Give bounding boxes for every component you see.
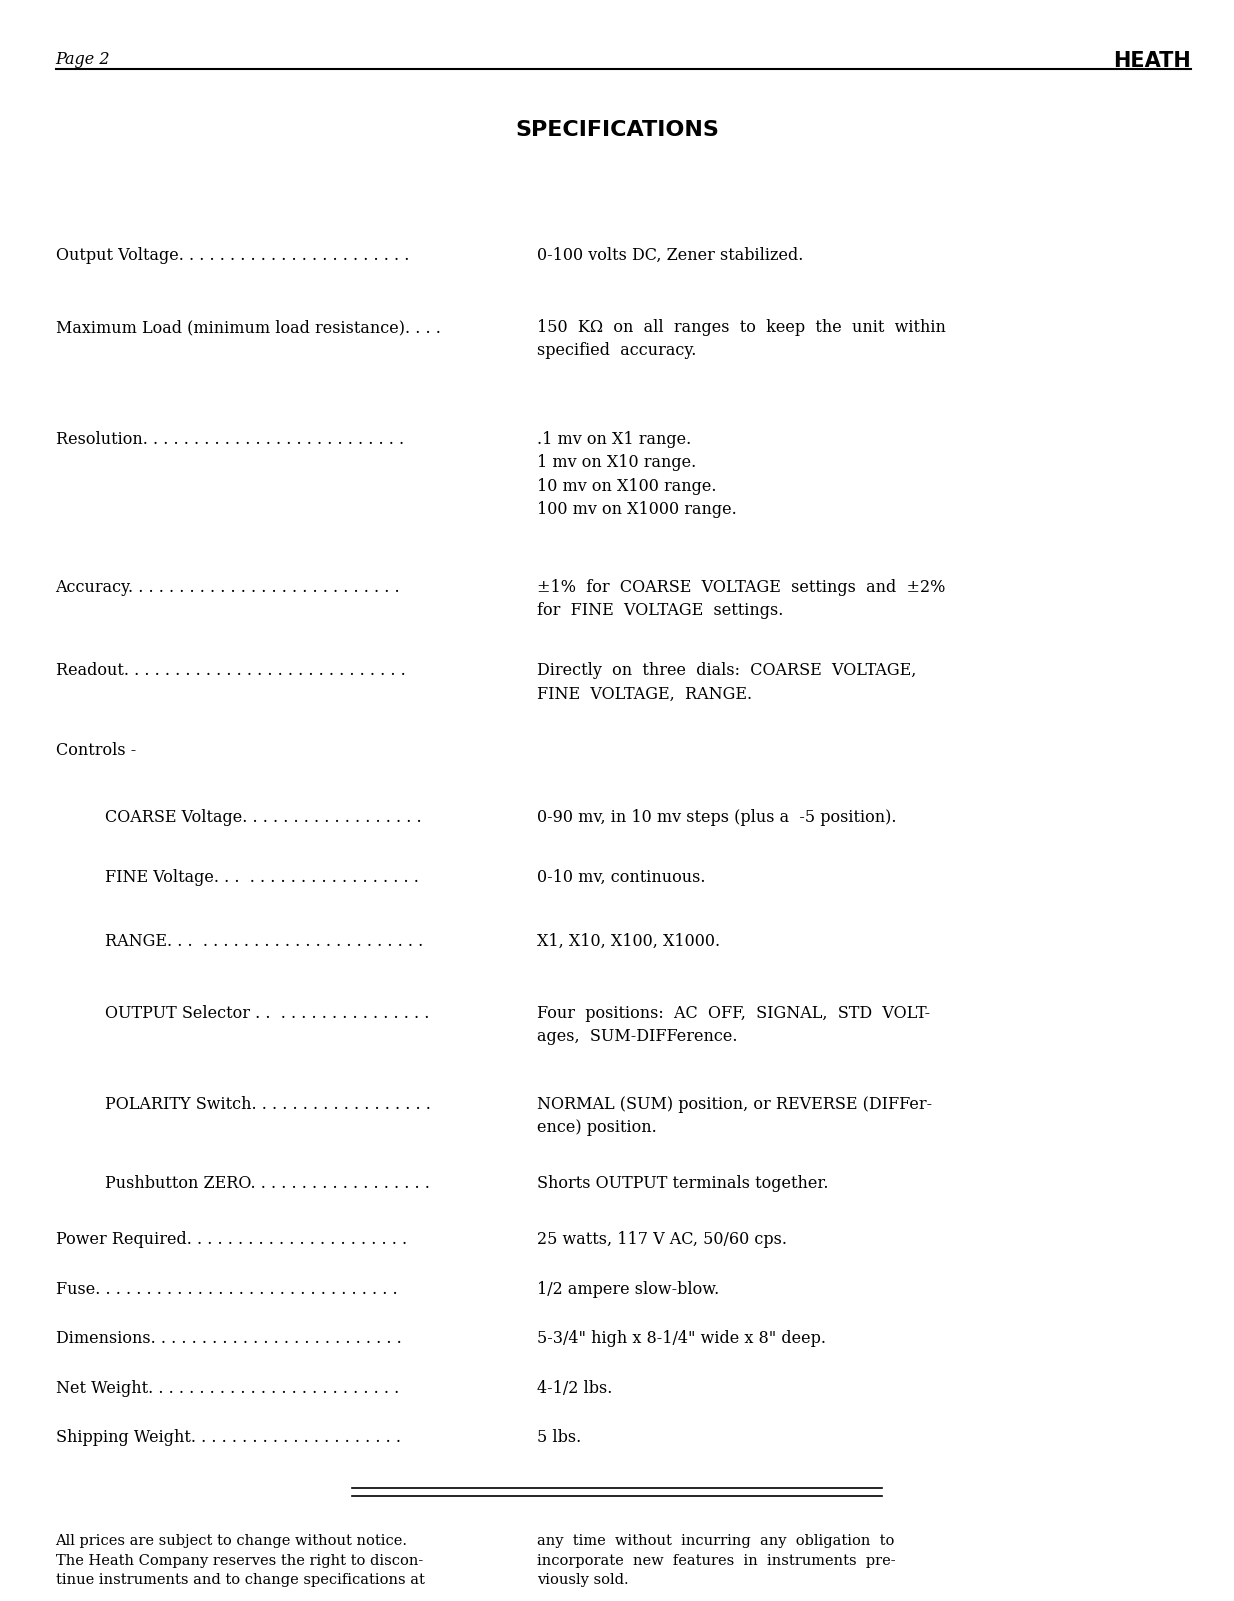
Text: .1 mv on X1 range.
1 mv on X10 range.
10 mv on X100 range.
100 mv on X1000 range: .1 mv on X1 range. 1 mv on X10 range. 10… (537, 431, 737, 519)
Text: SPECIFICATIONS: SPECIFICATIONS (515, 120, 719, 139)
Text: ±1%  for  COARSE  VOLTAGE  settings  and  ±2%
for  FINE  VOLTAGE  settings.: ±1% for COARSE VOLTAGE settings and ±2% … (537, 580, 945, 620)
Text: 150  KΩ  on  all  ranges  to  keep  the  unit  within
specified  accuracy.: 150 KΩ on all ranges to keep the unit wi… (537, 319, 945, 360)
Text: COARSE Voltage. . . . . . . . . . . . . . . . . .: COARSE Voltage. . . . . . . . . . . . . … (105, 809, 422, 826)
Text: HEATH: HEATH (1113, 51, 1191, 70)
Text: X1, X10, X100, X1000.: X1, X10, X100, X1000. (537, 933, 719, 949)
Text: Output Voltage. . . . . . . . . . . . . . . . . . . . . . .: Output Voltage. . . . . . . . . . . . . … (56, 247, 408, 264)
Text: Power Required. . . . . . . . . . . . . . . . . . . . . .: Power Required. . . . . . . . . . . . . … (56, 1231, 407, 1249)
Text: Net Weight. . . . . . . . . . . . . . . . . . . . . . . . .: Net Weight. . . . . . . . . . . . . . . … (56, 1380, 399, 1396)
Text: Page 2: Page 2 (56, 51, 110, 67)
Text: 5-3/4" high x 8-1/4" wide x 8" deep.: 5-3/4" high x 8-1/4" wide x 8" deep. (537, 1330, 826, 1346)
Text: Pushbutton ZERO. . . . . . . . . . . . . . . . . .: Pushbutton ZERO. . . . . . . . . . . . .… (105, 1175, 429, 1193)
Text: All prices are subject to change without notice.
The Heath Company reserves the : All prices are subject to change without… (56, 1534, 424, 1587)
Text: FINE Voltage. . .  . . . . . . . . . . . . . . . . .: FINE Voltage. . . . . . . . . . . . . . … (105, 869, 418, 887)
Text: Shorts OUTPUT terminals together.: Shorts OUTPUT terminals together. (537, 1175, 828, 1193)
Text: 5 lbs.: 5 lbs. (537, 1430, 581, 1446)
Text: Dimensions. . . . . . . . . . . . . . . . . . . . . . . . .: Dimensions. . . . . . . . . . . . . . . … (56, 1330, 401, 1346)
Text: Directly  on  three  dials:  COARSE  VOLTAGE,
FINE  VOLTAGE,  RANGE.: Directly on three dials: COARSE VOLTAGE,… (537, 661, 916, 703)
Text: Accuracy. . . . . . . . . . . . . . . . . . . . . . . . . . .: Accuracy. . . . . . . . . . . . . . . . … (56, 580, 400, 596)
Text: 1/2 ampere slow-blow.: 1/2 ampere slow-blow. (537, 1281, 719, 1298)
Text: Shipping Weight. . . . . . . . . . . . . . . . . . . . .: Shipping Weight. . . . . . . . . . . . .… (56, 1430, 401, 1446)
Text: Resolution. . . . . . . . . . . . . . . . . . . . . . . . . .: Resolution. . . . . . . . . . . . . . . … (56, 431, 404, 448)
Text: 4-1/2 lbs.: 4-1/2 lbs. (537, 1380, 612, 1396)
Text: 0-10 mv, continuous.: 0-10 mv, continuous. (537, 869, 706, 887)
Text: Maximum Load (minimum load resistance). . . .: Maximum Load (minimum load resistance). … (56, 319, 441, 336)
Text: NORMAL (SUM) position, or REVERSE (DIFFer-
ence) position.: NORMAL (SUM) position, or REVERSE (DIFFe… (537, 1095, 932, 1137)
Text: 0-100 volts DC, Zener stabilized.: 0-100 volts DC, Zener stabilized. (537, 247, 803, 264)
Text: POLARITY Switch. . . . . . . . . . . . . . . . . .: POLARITY Switch. . . . . . . . . . . . .… (105, 1095, 431, 1113)
Text: OUTPUT Selector . .  . . . . . . . . . . . . . . .: OUTPUT Selector . . . . . . . . . . . . … (105, 1005, 429, 1021)
Text: Fuse. . . . . . . . . . . . . . . . . . . . . . . . . . . . . .: Fuse. . . . . . . . . . . . . . . . . . … (56, 1281, 397, 1298)
Text: any  time  without  incurring  any  obligation  to
incorporate  new  features  i: any time without incurring any obligatio… (537, 1534, 896, 1587)
Text: RANGE. . .  . . . . . . . . . . . . . . . . . . . . . .: RANGE. . . . . . . . . . . . . . . . . .… (105, 933, 423, 949)
Text: 0-90 mv, in 10 mv steps (plus a  -5 position).: 0-90 mv, in 10 mv steps (plus a -5 posit… (537, 809, 896, 826)
Text: Readout. . . . . . . . . . . . . . . . . . . . . . . . . . . .: Readout. . . . . . . . . . . . . . . . .… (56, 661, 405, 679)
Text: Four  positions:  AC  OFF,  SIGNAL,  STD  VOLT-
ages,  SUM-DIFFerence.: Four positions: AC OFF, SIGNAL, STD VOLT… (537, 1005, 930, 1045)
Text: 25 watts, 117 V AC, 50/60 cps.: 25 watts, 117 V AC, 50/60 cps. (537, 1231, 787, 1249)
Text: Controls -: Controls - (56, 741, 136, 759)
